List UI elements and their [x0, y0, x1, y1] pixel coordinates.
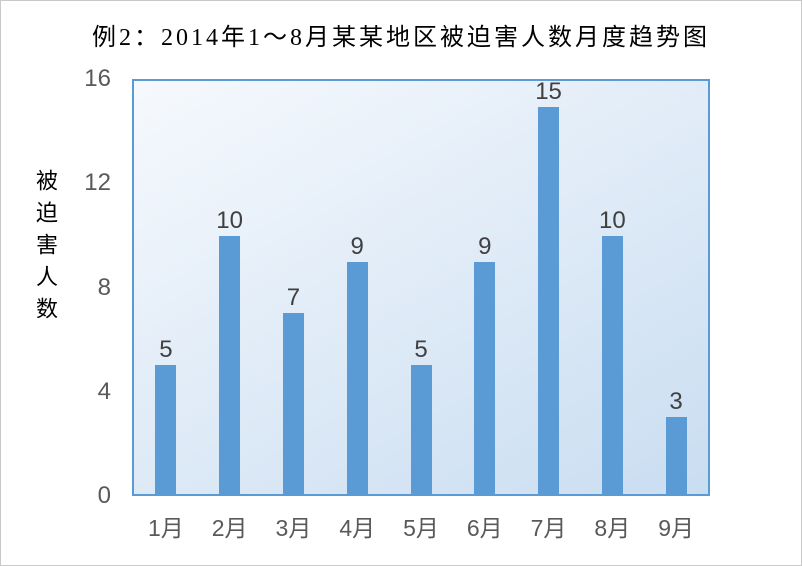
y-tick-label: 16: [84, 65, 111, 92]
x-category-label: 5月: [403, 515, 439, 541]
x-category-label: 7月: [530, 515, 567, 541]
x-category-label: 1月: [147, 515, 184, 541]
bar-value-label: 5: [159, 335, 173, 363]
x-category-label: 2月: [211, 515, 248, 541]
bar: [410, 364, 432, 494]
x-category-label: 9月: [658, 515, 694, 541]
bar-value-label: 10: [216, 206, 243, 234]
y-tick-label: 8: [97, 273, 111, 301]
plot-area: 5 10 7 9 5 9 15 10 3: [132, 77, 710, 496]
bar: [601, 235, 623, 494]
x-category-label: 3月: [275, 515, 312, 541]
bar: [474, 261, 496, 494]
y-tick-label: 4: [97, 377, 111, 405]
chart-title: 例2：2014年1～8月某某地区被迫害人数月度趋势图: [92, 25, 710, 51]
bar-value-label: 10: [598, 206, 626, 234]
x-category-label: 8月: [594, 515, 631, 541]
y-tick-label: 0: [97, 482, 111, 509]
y-axis-title: 被迫害人数: [33, 169, 58, 329]
bar: [155, 364, 177, 494]
bar-value-label: 3: [669, 387, 683, 415]
bar: [282, 313, 304, 494]
bar: [665, 416, 687, 494]
bar: [219, 235, 241, 494]
bar-value-label: 7: [286, 284, 301, 312]
bar-value-label: 5: [414, 335, 428, 363]
y-tick-label: 12: [84, 169, 111, 197]
bar: [538, 106, 560, 494]
bar-value-label: 9: [478, 232, 492, 260]
x-category-label: 4月: [339, 515, 376, 541]
bar: [346, 261, 368, 494]
bar-value-label: 15: [535, 77, 562, 105]
x-category-label: 6月: [466, 515, 503, 541]
bar-value-label: 9: [350, 232, 364, 260]
